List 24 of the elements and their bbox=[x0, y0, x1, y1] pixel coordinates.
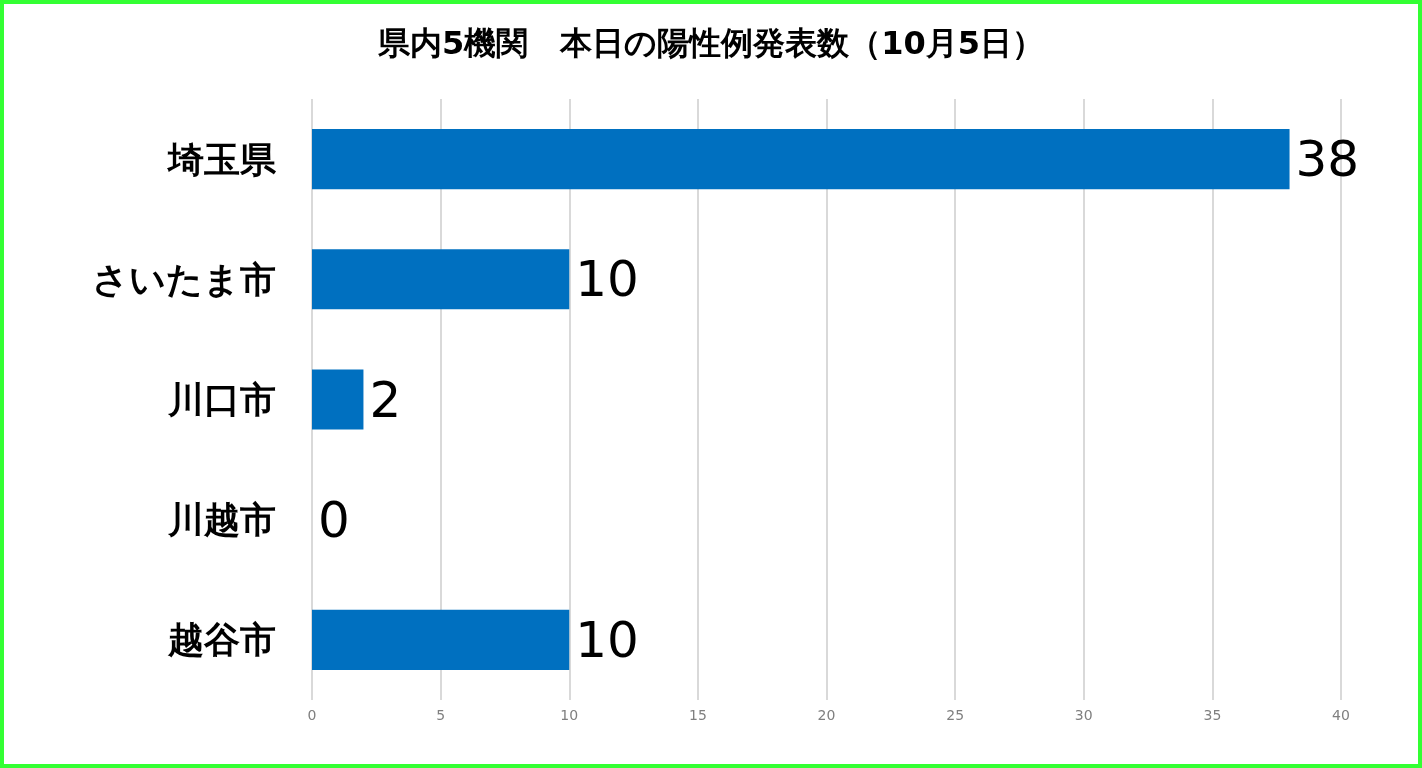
x-tick-label: 5 bbox=[436, 707, 446, 723]
x-tick-label: 35 bbox=[1203, 707, 1222, 723]
x-tick-label: 0 bbox=[307, 707, 317, 723]
bar bbox=[312, 129, 1290, 190]
x-tick-label: 40 bbox=[1332, 707, 1350, 723]
data-label: 2 bbox=[369, 370, 402, 429]
x-tick-label: 15 bbox=[688, 707, 707, 723]
bar bbox=[312, 249, 570, 310]
chart-title: 県内5機関 本日の陽性例発表数（10月5日） bbox=[376, 24, 1045, 62]
x-tick-label: 30 bbox=[1074, 707, 1093, 723]
x-tick-label: 10 bbox=[560, 707, 579, 723]
bar bbox=[312, 609, 570, 670]
data-label: 38 bbox=[1295, 130, 1360, 189]
data-label: 10 bbox=[575, 250, 639, 309]
y-tick-label: さいたま市 bbox=[92, 258, 276, 300]
y-tick-label: 埼玉県 bbox=[166, 138, 277, 180]
data-label: 10 bbox=[575, 610, 639, 669]
y-tick-label: 川越市 bbox=[167, 499, 276, 541]
y-tick-label: 川口市 bbox=[167, 379, 276, 420]
data-label: 0 bbox=[318, 490, 350, 549]
x-tick-label: 25 bbox=[946, 707, 965, 723]
y-tick-label: 越谷市 bbox=[167, 619, 276, 661]
x-tick-label: 20 bbox=[817, 707, 836, 723]
bar bbox=[312, 369, 364, 430]
